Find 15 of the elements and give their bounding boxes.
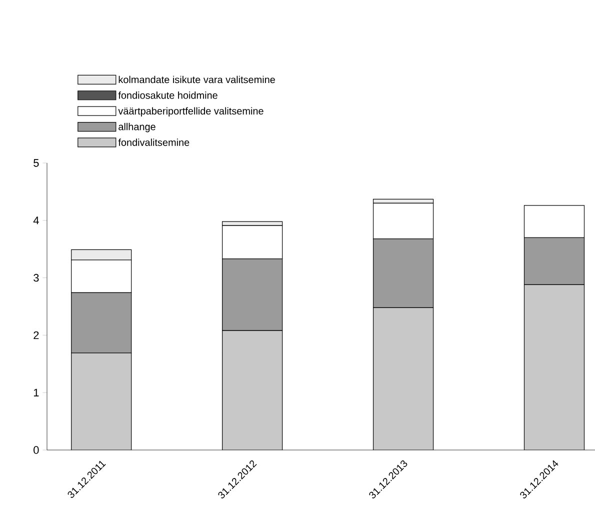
bar	[373, 308, 434, 450]
y-tick-label: 5	[34, 159, 39, 167]
y-tick-label: 3	[34, 274, 39, 282]
bar	[524, 284, 585, 450]
legend-label: fondivalitsemine	[118, 138, 190, 146]
legend-label: väärtpaberiportfellide valitsemine	[118, 107, 264, 117]
y-tick-label: 1	[34, 388, 39, 396]
legend-label: allhange	[118, 122, 156, 132]
bar	[222, 330, 282, 450]
y-tick-label: 0	[34, 446, 39, 454]
legend-label: fondiosakute hoidmine	[118, 92, 218, 99]
y-tick-label: 4	[33, 216, 39, 224]
legend-label: kolmandate isikute vara valitsemine	[118, 76, 275, 84]
y-tick-label: 2	[34, 331, 39, 340]
bar	[71, 352, 132, 450]
